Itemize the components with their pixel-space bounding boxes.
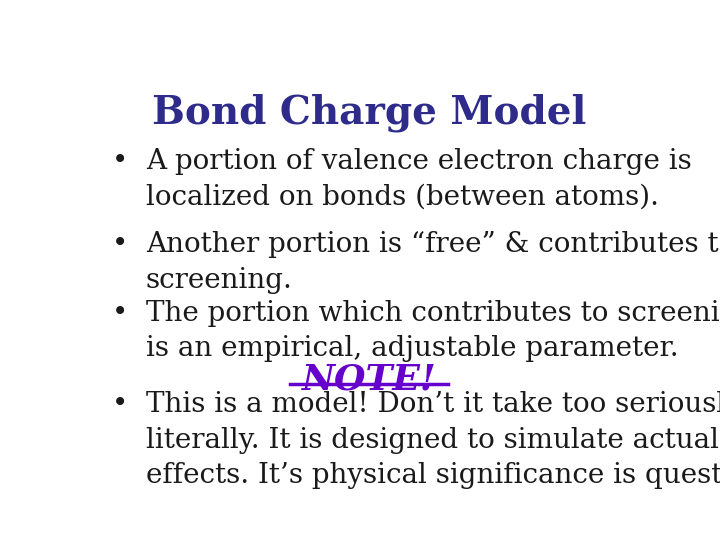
- Text: Another portion is “free” & contributes to
screening.: Another portion is “free” & contributes …: [145, 231, 720, 294]
- Text: The portion which contributes to screening
is an empirical, adjustable parameter: The portion which contributes to screeni…: [145, 300, 720, 362]
- Text: A portion of valence electron charge is
localized on bonds (between atoms).: A portion of valence electron charge is …: [145, 148, 691, 211]
- Text: •: •: [112, 148, 129, 175]
- Text: NOTE!: NOTE!: [302, 362, 436, 396]
- Text: This is a model! Don’t it take too seriously or
literally. It is designed to sim: This is a model! Don’t it take too serio…: [145, 391, 720, 489]
- Text: •: •: [112, 300, 129, 327]
- Text: Bond Charge Model: Bond Charge Model: [152, 94, 586, 132]
- Text: •: •: [112, 231, 129, 258]
- Text: •: •: [112, 391, 129, 418]
